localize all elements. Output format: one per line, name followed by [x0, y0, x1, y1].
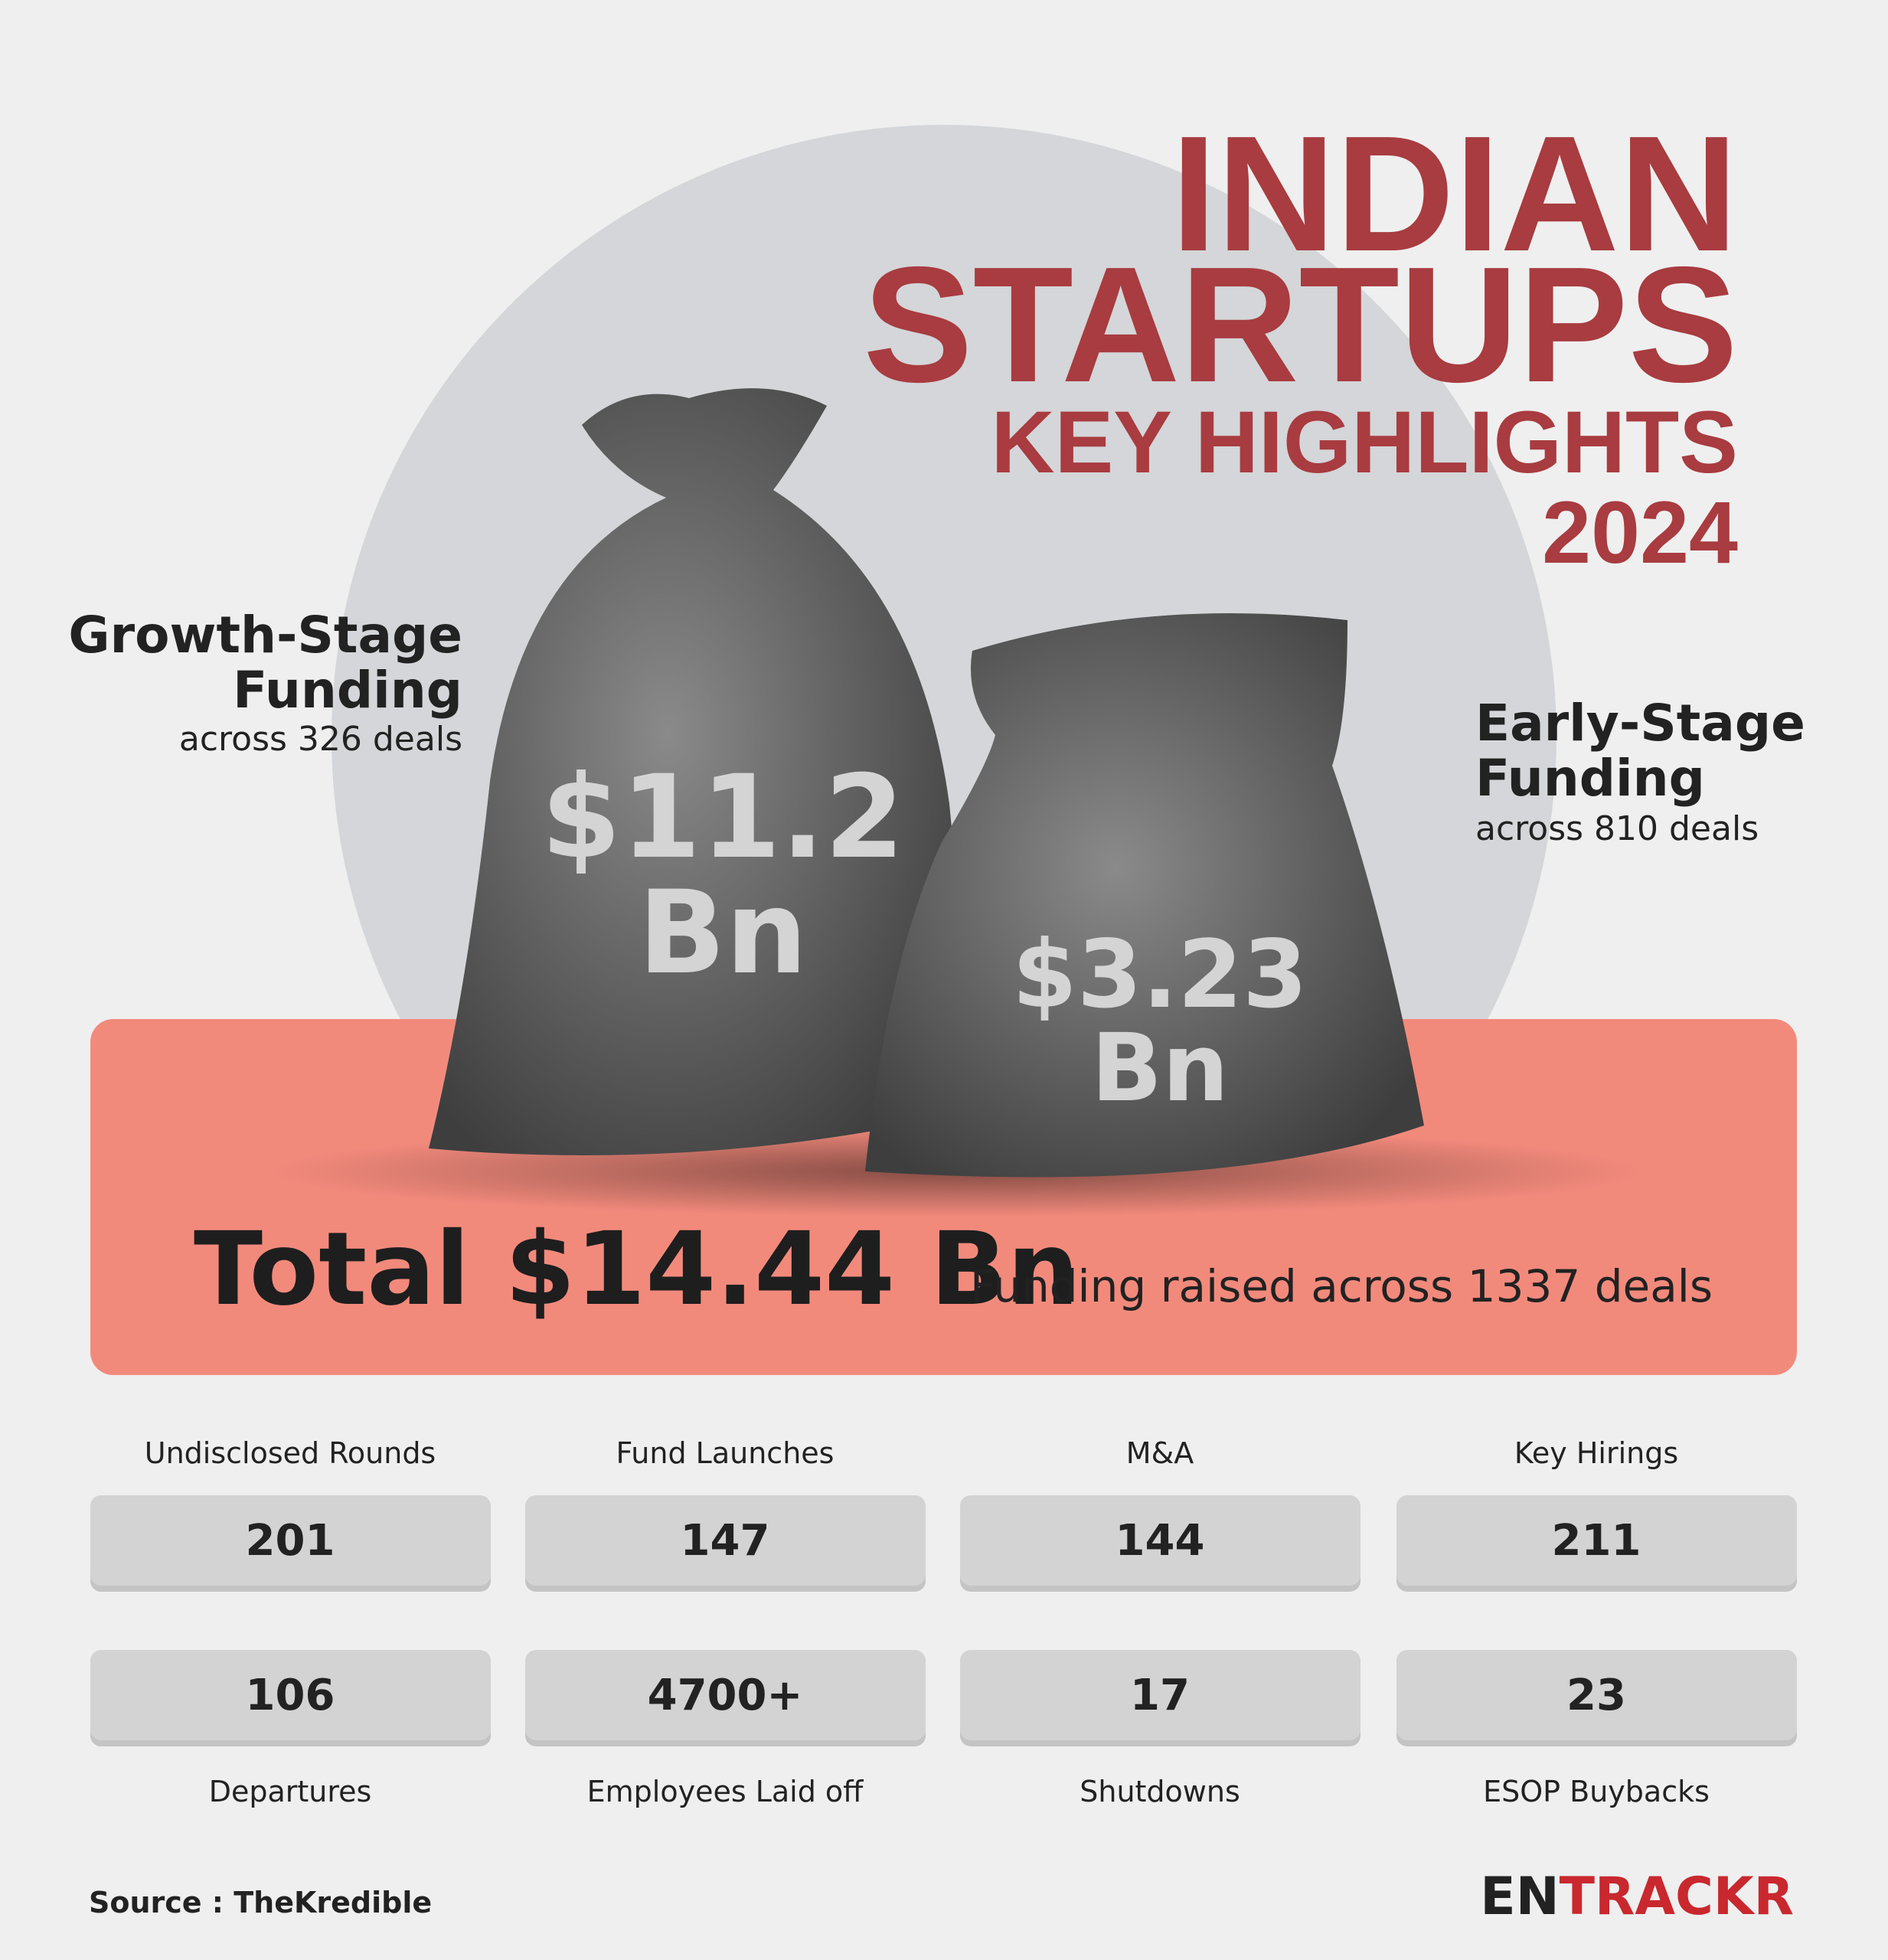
growth-bag — [429, 388, 959, 1156]
stat-label: Shutdowns — [1080, 1775, 1240, 1808]
stat-value: 211 — [1552, 1516, 1641, 1566]
early-amount: $3.23 — [1012, 920, 1308, 1029]
stat-box — [90, 1495, 491, 1586]
growth-title: Growth-Stage — [68, 606, 462, 665]
logo: ENTRACKR — [1480, 1867, 1794, 1927]
stat-label: Fund Launches — [616, 1436, 835, 1470]
stat-label: Key Hirings — [1514, 1436, 1678, 1470]
stat-value: 147 — [681, 1516, 770, 1566]
source: Source : TheKredible — [89, 1886, 432, 1919]
stat-label: Departures — [209, 1775, 372, 1808]
subtitle: KEY HIGHLIGHTS — [991, 394, 1738, 492]
stat-box — [1396, 1650, 1797, 1740]
year: 2024 — [1542, 484, 1738, 582]
stat-box — [525, 1650, 926, 1740]
stat-value: 201 — [246, 1516, 335, 1566]
growth-title: Funding — [233, 661, 462, 720]
stat-label: Undisclosed Rounds — [145, 1436, 436, 1470]
total-note: Funding raised across 1337 deals — [970, 1260, 1713, 1312]
stat-value: 106 — [246, 1671, 335, 1720]
early-title: Funding — [1475, 749, 1705, 808]
stats: 201 Undisclosed Rounds 147 Fund Launches 144… — [90, 1436, 1797, 1808]
stat-value: 17 — [1130, 1671, 1190, 1720]
stat-label: M&A — [1126, 1436, 1194, 1470]
stat-label: ESOP Buybacks — [1483, 1775, 1710, 1808]
early-amount: Bn — [1091, 1014, 1229, 1122]
title: INDIAN STARTUPS KEY HIGHLIGHTS 2024 — [863, 101, 1738, 582]
stat-box — [1396, 1495, 1797, 1586]
stat-box — [525, 1495, 926, 1586]
early-bag — [865, 613, 1424, 1178]
stat-label: Employees Laid off — [587, 1775, 864, 1808]
stat-value: 144 — [1115, 1516, 1205, 1566]
stat-box — [960, 1495, 1360, 1586]
growth-deals: across 326 deals — [179, 720, 462, 759]
stat-value: 23 — [1566, 1671, 1626, 1720]
stat-box — [90, 1650, 491, 1740]
stat-box — [960, 1650, 1360, 1740]
title-line: STARTUPS — [863, 232, 1738, 416]
total-amount: Total $14.44 Bn — [194, 1210, 1079, 1328]
growth-amount: $11.2 — [541, 751, 904, 884]
stat-value: 4700+ — [648, 1671, 803, 1720]
title-line: INDIAN — [1171, 101, 1738, 286]
early-deals: across 810 deals — [1475, 809, 1759, 848]
early-title: Early-Stage — [1475, 694, 1805, 753]
growth-amount: Bn — [638, 867, 807, 1000]
